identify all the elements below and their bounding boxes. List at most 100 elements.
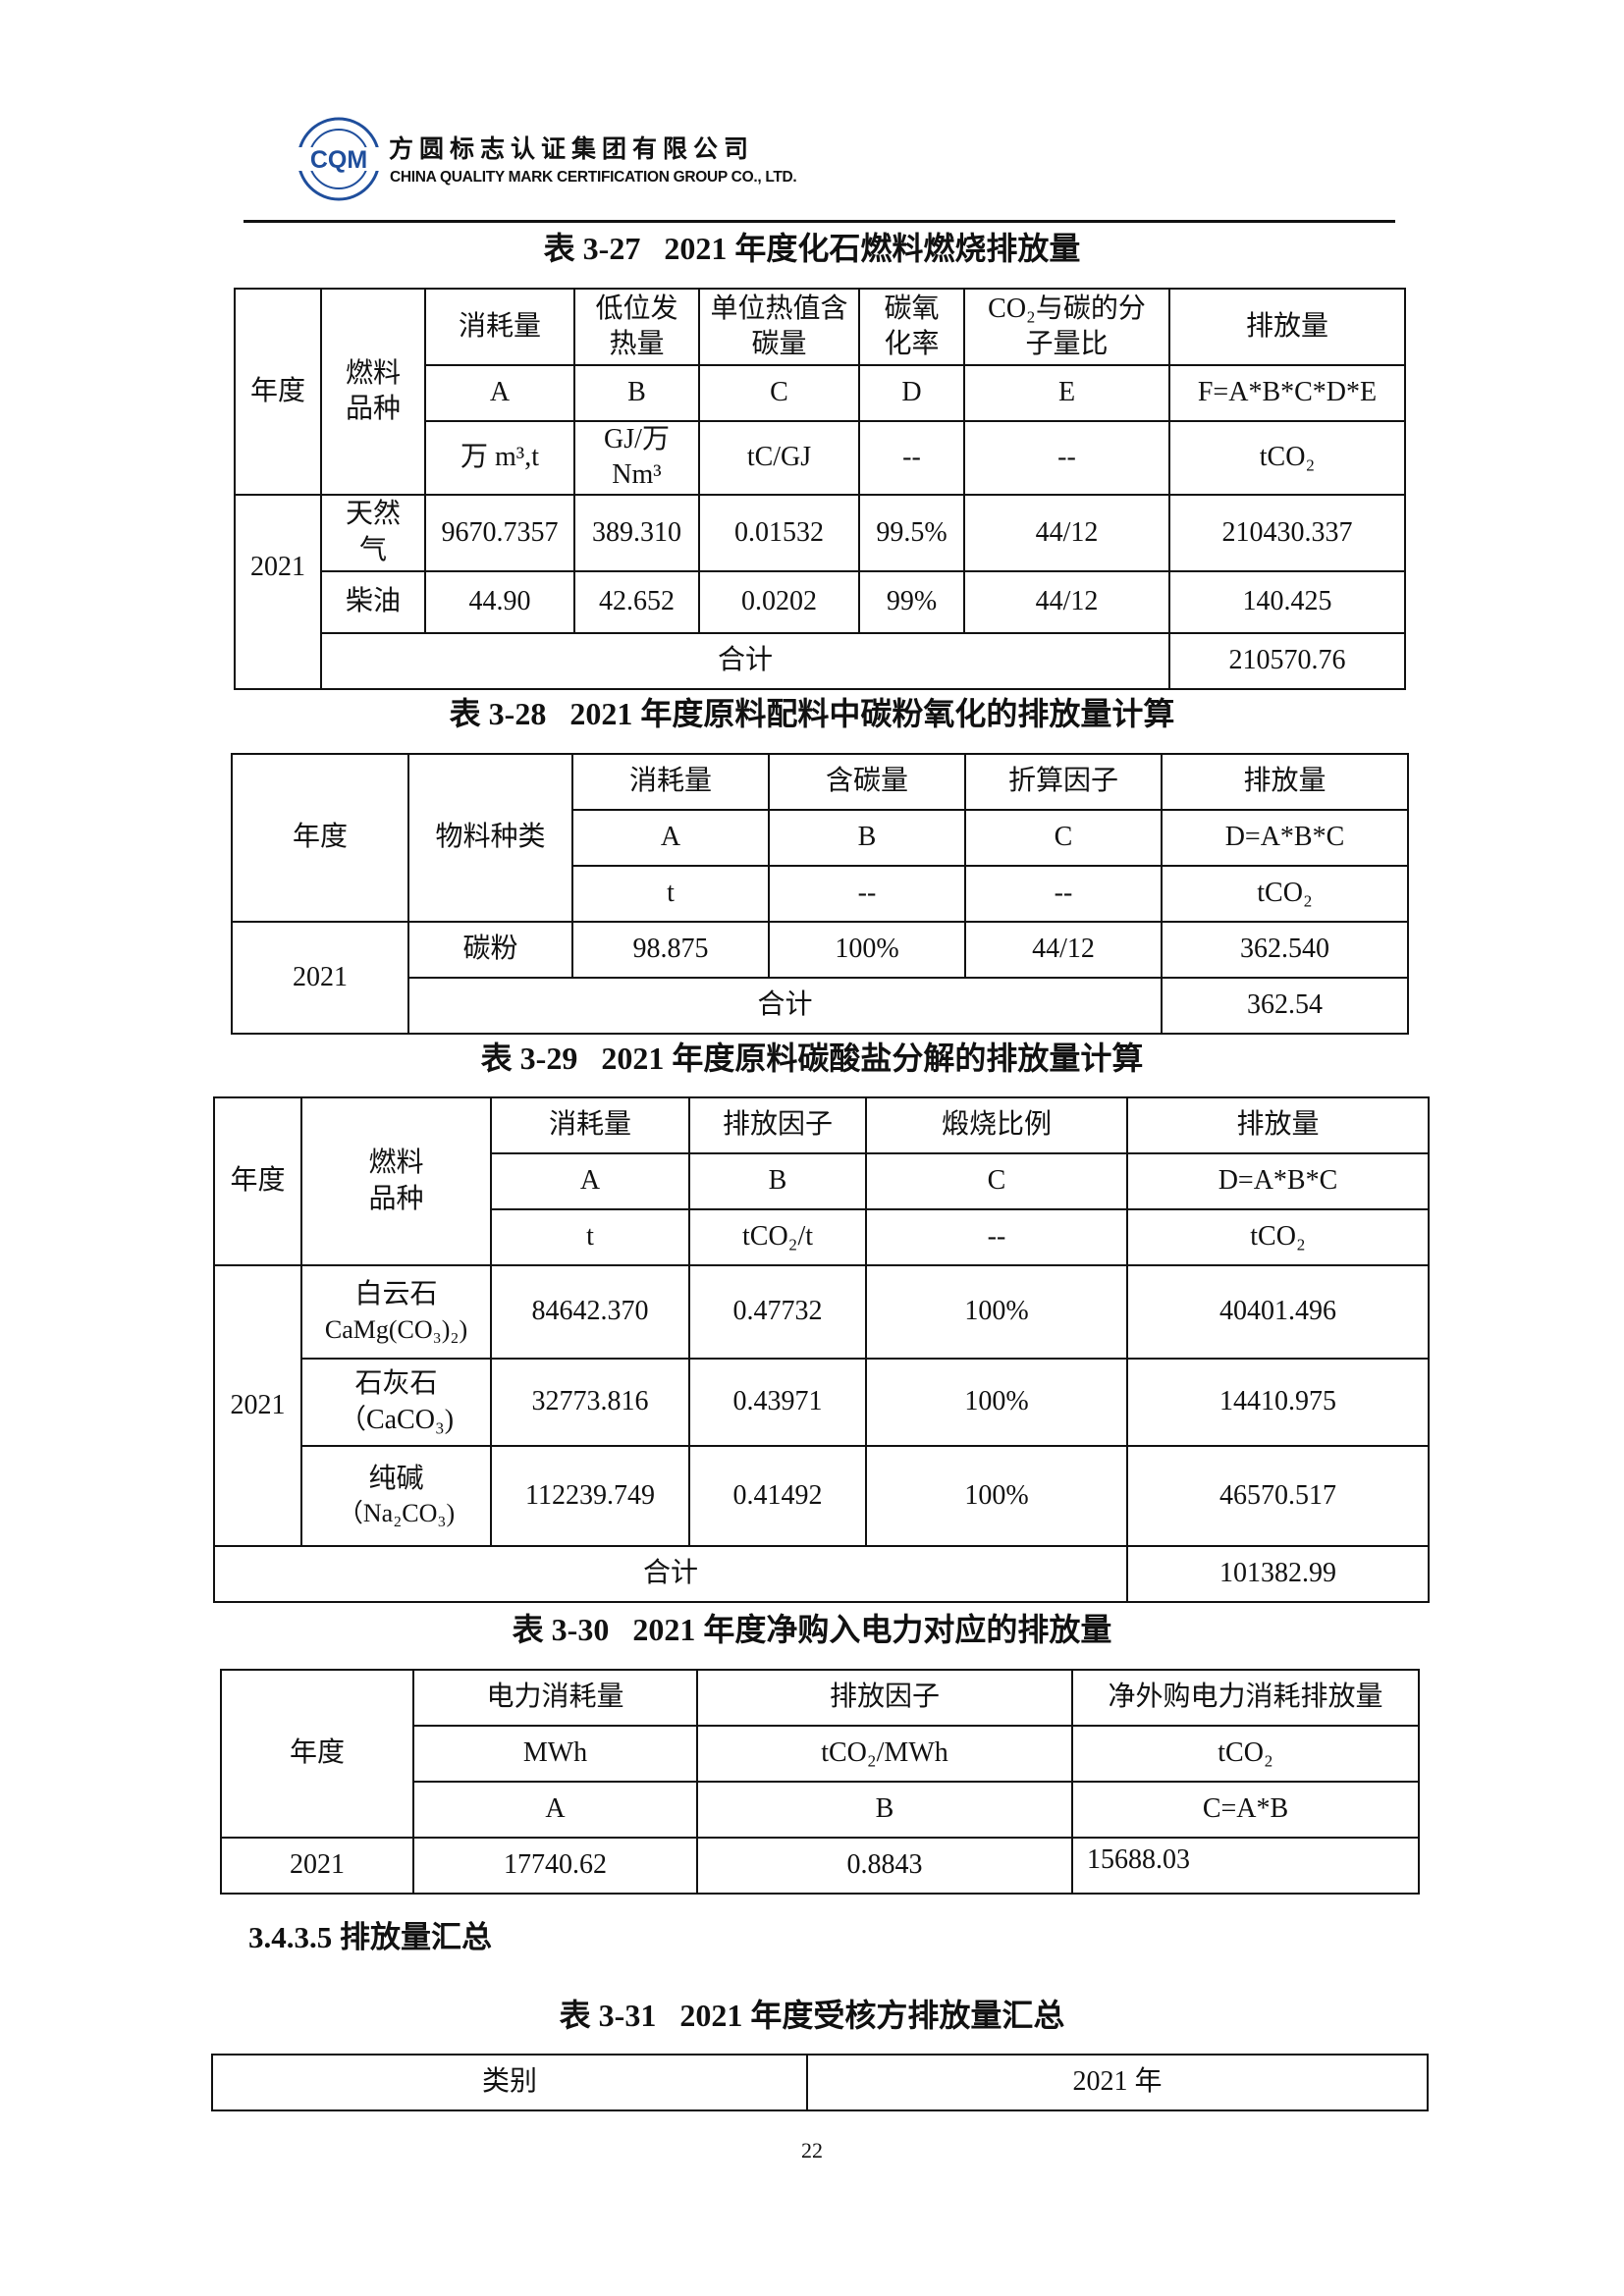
table-row: 2021 白云石 CaMg(CO₃)₂) 84642.370 0.47732 10… bbox=[213, 1264, 1430, 1547]
col-code: F=A*B*C*D*E bbox=[1168, 364, 1406, 422]
col-unit: 万 m³,t bbox=[424, 420, 575, 496]
col-header: 2021 年 bbox=[806, 2054, 1429, 2111]
col-unit: t bbox=[490, 1208, 690, 1266]
table-row: 纯碱 （Na₂CO₃) 112239.749 0.41492 100% 46570… bbox=[214, 1445, 1430, 1547]
year-cell: 2021 bbox=[220, 1837, 414, 1895]
col-header: 净外购电力消耗排放量 bbox=[1071, 1669, 1420, 1727]
col-unit: t bbox=[571, 865, 770, 923]
cell: 15688.03 bbox=[1071, 1837, 1420, 1895]
svg-text:CQM: CQM bbox=[310, 146, 367, 174]
col-code: A bbox=[412, 1781, 698, 1839]
col-code: D=A*B*C bbox=[1161, 809, 1409, 867]
col-unit: tCO₂ bbox=[1126, 1208, 1430, 1266]
table-3-30-title: 表 3-30 2021 年度净购入电力对应的排放量 bbox=[512, 1612, 1112, 1647]
cell: 17740.62 bbox=[412, 1837, 698, 1895]
cell: 46570.517 bbox=[1126, 1445, 1430, 1547]
table-3-30: 年度 电力消耗量 排放因子 净外购电力消耗排放量 MWh tCO₂/MWh tC… bbox=[220, 1669, 1420, 1895]
cell: 140.425 bbox=[1168, 569, 1406, 634]
col-header: CO₂与碳的分子量比 bbox=[963, 288, 1170, 366]
company-name-cn: 方圆标志认证集团有限公司 bbox=[389, 134, 755, 163]
material-name: 碳粉 bbox=[407, 921, 573, 979]
col-header: 排放量 bbox=[1161, 753, 1409, 811]
cell: 362.540 bbox=[1161, 921, 1409, 979]
section-heading: 3.4.3.5 排放量汇总 bbox=[248, 1920, 492, 1954]
col-header: 折算因子 bbox=[964, 753, 1163, 811]
cell: 0.0202 bbox=[698, 569, 860, 634]
col-unit: -- bbox=[858, 420, 965, 496]
company-name-en: CHINA QUALITY MARK CERTIFICATION GROUP C… bbox=[390, 169, 797, 186]
col-header: 排放因子 bbox=[696, 1669, 1073, 1727]
col-header: 碳氧化率 bbox=[858, 288, 965, 366]
col-unit: -- bbox=[963, 420, 1170, 496]
col-unit: tCO₂ bbox=[1168, 420, 1406, 496]
cell: 42.652 bbox=[573, 569, 700, 634]
col-header: 单位热值含碳量 bbox=[698, 288, 860, 366]
cell: 99.5% bbox=[858, 493, 965, 572]
col-header: 消耗量 bbox=[424, 288, 575, 366]
col-code: E bbox=[963, 364, 1170, 422]
col-header: 排放量 bbox=[1168, 288, 1406, 366]
cell: 14410.975 bbox=[1126, 1358, 1430, 1447]
year-cell: 2021 bbox=[213, 1264, 302, 1547]
material-formula: CaMg(CO₃)₂) bbox=[324, 1314, 468, 1344]
col-code: B bbox=[573, 364, 700, 422]
col-code: C bbox=[865, 1152, 1128, 1210]
cell: 0.43971 bbox=[688, 1358, 867, 1447]
col-code: D=A*B*C bbox=[1126, 1152, 1430, 1210]
total-label: 合计 bbox=[407, 977, 1163, 1035]
material-formula: （Na₂CO₃) bbox=[337, 1499, 456, 1528]
cell: 99% bbox=[858, 569, 965, 634]
fuel-name: 天然气 bbox=[320, 493, 426, 572]
col-code: D bbox=[858, 364, 965, 422]
total-value: 101382.99 bbox=[1126, 1545, 1430, 1603]
cqm-logo: CQM bbox=[295, 116, 383, 202]
cell: 32773.816 bbox=[490, 1358, 690, 1447]
col-unit: tCO₂ bbox=[1161, 865, 1409, 923]
col-unit: tCO₂/t bbox=[688, 1208, 867, 1266]
col-header: 消耗量 bbox=[490, 1096, 690, 1154]
table-row: 石灰石 （CaCO₃) 32773.816 0.43971 100% 14410.… bbox=[214, 1358, 1430, 1447]
cell: 210430.337 bbox=[1168, 493, 1406, 572]
cell: 40401.496 bbox=[1126, 1264, 1430, 1360]
total-row: 合计 101382.99 bbox=[213, 1545, 1430, 1603]
cell: 44/12 bbox=[964, 921, 1163, 979]
col-header: 排放量 bbox=[1126, 1096, 1430, 1154]
total-value: 210570.76 bbox=[1168, 631, 1406, 690]
col-unit: tC/GJ bbox=[698, 420, 860, 496]
cell: 44/12 bbox=[963, 493, 1170, 572]
cell: 389.310 bbox=[573, 493, 700, 572]
table-3-27-title: 表 3-27 2021 年度化石燃料燃烧排放量 bbox=[543, 231, 1081, 266]
table-row: 2021 17740.62 0.8843 15688.03 bbox=[220, 1837, 1420, 1895]
col-header: 排放因子 bbox=[688, 1096, 867, 1154]
cell: 0.41492 bbox=[688, 1445, 867, 1547]
fuel-name: 柴油 bbox=[320, 569, 426, 634]
table-row: 柴油 44.90 42.652 0.0202 99% 44/12 140.425 bbox=[235, 569, 1406, 634]
table-3-28-title: 表 3-28 2021 年度原料配料中碳粉氧化的排放量计算 bbox=[449, 696, 1175, 731]
header-material: 物料种类 bbox=[407, 753, 573, 923]
table-3-29: 年度 燃料品种 消耗量 排放因子 煅烧比例 排放量 A B C D=A*B*C … bbox=[213, 1096, 1430, 1603]
material-formula: （CaCO₃) bbox=[338, 1404, 455, 1435]
col-unit: -- bbox=[865, 1208, 1128, 1266]
cell: 9670.7357 bbox=[424, 493, 575, 572]
col-code: C bbox=[964, 809, 1163, 867]
material-cn: 白云石 bbox=[354, 1279, 438, 1310]
table-3-27: 年度 燃料品种 消耗量 低位发热量 单位热值含碳量 碳氧化率 CO₂与碳的分子量… bbox=[234, 288, 1406, 690]
col-header: 含碳量 bbox=[768, 753, 966, 811]
table-3-29-title: 表 3-29 2021 年度原料碳酸盐分解的排放量计算 bbox=[480, 1041, 1144, 1076]
cell: 100% bbox=[768, 921, 966, 979]
col-code: C bbox=[698, 364, 860, 422]
table-row: 2021 碳粉 98.875 100% 44/12 362.540 bbox=[231, 921, 1409, 1035]
cell: 0.01532 bbox=[698, 493, 860, 572]
material-name: 石灰石 （CaCO₃) bbox=[300, 1358, 492, 1447]
col-unit: tCO₂ bbox=[1071, 1725, 1420, 1783]
col-unit: -- bbox=[768, 865, 966, 923]
table-row: 2021 天然气 9670.7357 389.310 0.01532 99.5%… bbox=[234, 493, 1406, 690]
cell: 100% bbox=[865, 1264, 1128, 1360]
cell: 0.47732 bbox=[688, 1264, 867, 1360]
col-unit: tCO₂/MWh bbox=[696, 1725, 1073, 1783]
cell: 100% bbox=[865, 1445, 1128, 1547]
col-code: B bbox=[768, 809, 966, 867]
cell: 112239.749 bbox=[490, 1445, 690, 1547]
col-header: 电力消耗量 bbox=[412, 1669, 698, 1727]
header-year: 年度 bbox=[220, 1669, 414, 1839]
